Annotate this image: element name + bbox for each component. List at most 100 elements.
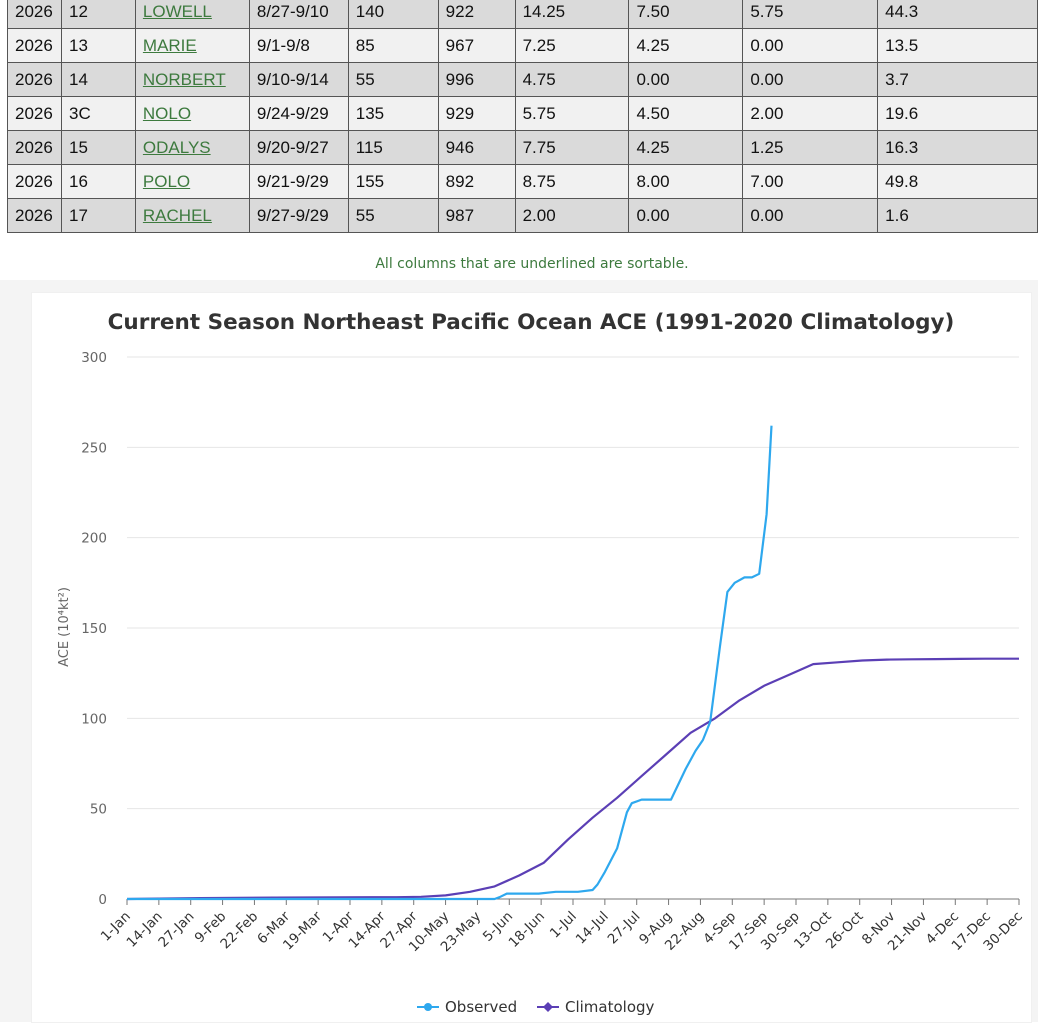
cell-dates: 9/20-9/27: [248, 130, 349, 165]
cell-num: 3C: [60, 96, 136, 131]
cell-c2: 4.25: [628, 130, 744, 165]
cell-pressure: 946: [437, 130, 516, 165]
y-tick-label: 100: [81, 711, 107, 727]
table-row: 2026 3C NOLO 9/24-9/29 135 929 5.75 4.50 2.00 19.…: [7, 96, 1038, 131]
cell-name: ODALYS: [134, 130, 250, 165]
cell-wind: 115: [347, 130, 439, 165]
legend-marker: [424, 1003, 432, 1011]
cell-c2: 0.00: [628, 62, 744, 97]
cell-dates: 9/21-9/29: [248, 164, 349, 199]
cell-name: LOWELL: [134, 0, 250, 29]
cell-pressure: 967: [437, 28, 516, 63]
legend-item-climatology[interactable]: Climatology: [565, 998, 655, 1016]
series-line-climatology: [126, 657, 1019, 901]
cell-dates: 8/27-9/10: [248, 0, 349, 29]
storm-name-link[interactable]: NORBERT: [142, 69, 226, 89]
cell-dates: 9/10-9/14: [248, 62, 349, 97]
cell-c1: 2.00: [514, 198, 630, 233]
cell-c3: 1.25: [742, 130, 879, 165]
cell-name: RACHEL: [134, 198, 250, 233]
cell-ace: 16.3: [877, 130, 1038, 165]
cell-pressure: 929: [437, 96, 516, 131]
cell-pressure: 892: [437, 164, 516, 199]
table-row: 2026 14 NORBERT 9/10-9/14 55 996 4.75 0.00 0.00 3…: [7, 62, 1038, 97]
cell-ace: 13.5: [877, 28, 1038, 63]
y-tick-label: 300: [81, 350, 107, 366]
cell-year: 2026: [7, 96, 62, 131]
cell-name: NOLO: [134, 96, 250, 131]
cell-year: 2026: [7, 0, 62, 29]
cell-num: 15: [60, 130, 136, 165]
cell-c2: 7.50: [628, 0, 744, 29]
cell-name: MARIE: [134, 28, 250, 63]
cell-c1: 8.75: [514, 164, 630, 199]
cell-ace: 3.7: [877, 62, 1038, 97]
storm-name-link[interactable]: POLO: [142, 171, 191, 191]
table-row: 2026 12 LOWELL 8/27-9/10 140 922 14.25 7.50 5.75…: [7, 0, 1038, 29]
cell-c2: 8.00: [628, 164, 744, 199]
cell-c2: 4.50: [628, 96, 744, 131]
cell-c3: 0.00: [742, 198, 879, 233]
y-tick-label: 50: [90, 802, 107, 818]
cell-dates: 9/24-9/29: [248, 96, 349, 131]
cell-wind: 55: [347, 62, 439, 97]
y-tick-label: 150: [81, 621, 107, 637]
storm-table: 2026 12 LOWELL 8/27-9/10 140 922 14.25 7.50 5.75…: [7, 0, 1038, 233]
x-tick-label: 27-Jul: [605, 909, 644, 948]
cell-wind: 55: [347, 198, 439, 233]
storm-name-link[interactable]: NOLO: [142, 103, 192, 123]
cell-wind: 85: [347, 28, 439, 63]
x-tick-label: 27-Jan: [155, 909, 197, 951]
sortable-note: All columns that are underlined are sort…: [375, 256, 689, 272]
cell-c3: 2.00: [742, 96, 879, 131]
cell-c1: 4.75: [514, 62, 630, 97]
ace-chart: Current Season Northeast Pacific Ocean A…: [57, 310, 1026, 1016]
cell-num: 16: [60, 164, 136, 199]
cell-name: NORBERT: [134, 62, 250, 97]
cell-wind: 135: [347, 96, 439, 131]
cell-ace: 1.6: [877, 198, 1038, 233]
cell-ace: 19.6: [877, 96, 1038, 131]
cell-year: 2026: [7, 62, 62, 97]
table-row: 2026 16 POLO 9/21-9/29 155 892 8.75 8.00 7.00 49.…: [7, 164, 1038, 199]
cell-name: POLO: [134, 164, 250, 199]
ace-chart-panel: Current Season Northeast Pacific Ocean A…: [32, 293, 1031, 1022]
y-axis-label: ACE (10⁴kt²): [57, 587, 72, 667]
cell-year: 2026: [7, 164, 62, 199]
cell-c2: 0.00: [628, 198, 744, 233]
cell-num: 12: [60, 0, 136, 29]
table-row: 2026 17 RACHEL 9/27-9/29 55 987 2.00 0.00 0.00 1.…: [7, 198, 1038, 233]
cell-c1: 7.75: [514, 130, 630, 165]
cell-c3: 5.75: [742, 0, 879, 29]
cell-num: 14: [60, 62, 136, 97]
cell-pressure: 922: [437, 0, 516, 29]
cell-dates: 9/27-9/29: [248, 198, 349, 233]
cell-year: 2026: [7, 198, 62, 233]
storm-name-link[interactable]: ODALYS: [142, 137, 211, 157]
cell-c3: 0.00: [742, 62, 879, 97]
table-row: 2026 13 MARIE 9/1-9/8 85 967 7.25 4.25 0.00 13.5: [7, 28, 1038, 63]
y-tick-label: 0: [98, 892, 107, 908]
cell-pressure: 987: [437, 198, 516, 233]
table-row: 2026 15 ODALYS 9/20-9/27 115 946 7.75 4.25 1.25 1…: [7, 130, 1038, 165]
cell-c3: 7.00: [742, 164, 879, 199]
chart-title: Current Season Northeast Pacific Ocean A…: [108, 310, 955, 335]
legend-marker: [543, 1002, 553, 1012]
cell-c1: 5.75: [514, 96, 630, 131]
storm-name-link[interactable]: RACHEL: [142, 205, 212, 225]
cell-num: 13: [60, 28, 136, 63]
legend-item-observed[interactable]: Observed: [445, 998, 517, 1016]
storm-name-link[interactable]: LOWELL: [142, 1, 212, 21]
cell-wind: 155: [347, 164, 439, 199]
cell-year: 2026: [7, 28, 62, 63]
series-line-observed: [127, 425, 773, 901]
y-tick-label: 250: [81, 440, 107, 456]
cell-num: 17: [60, 198, 136, 233]
cell-dates: 9/1-9/8: [248, 28, 349, 63]
cell-wind: 140: [347, 0, 439, 29]
cell-pressure: 996: [437, 62, 516, 97]
cell-c1: 7.25: [514, 28, 630, 63]
storm-name-link[interactable]: MARIE: [142, 35, 197, 55]
x-tick-label: 14-Jul: [573, 909, 612, 948]
cell-ace: 44.3: [877, 0, 1038, 29]
